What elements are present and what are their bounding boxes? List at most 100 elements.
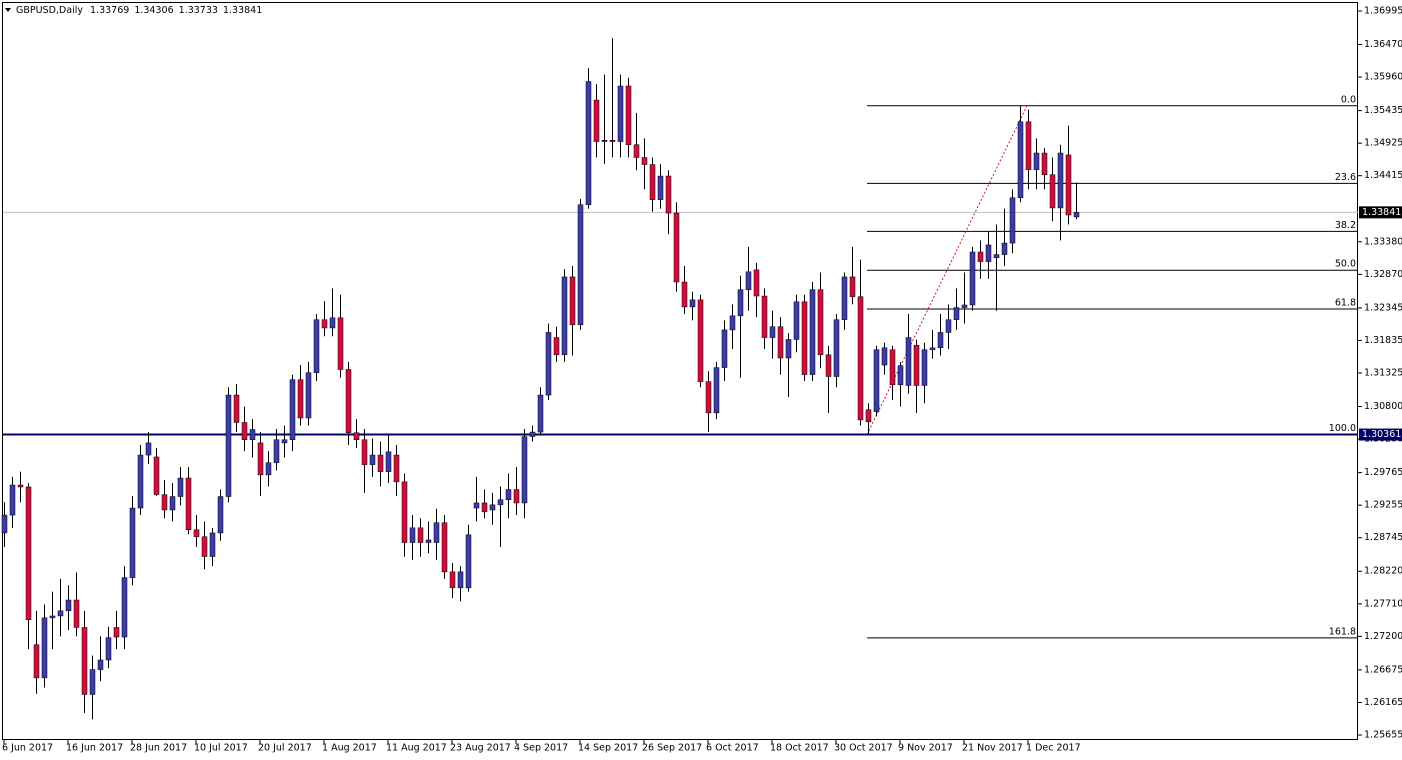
candle-body [497,499,504,506]
x-tick-label: 28 Jun 2017 [130,743,187,754]
candle-body [361,439,368,465]
x-tick-label: 10 Jul 2017 [194,743,248,754]
y-tick-label: 1.27710 [1364,598,1402,609]
candle-body [825,354,832,377]
candle-body [881,347,888,366]
candle-body [841,276,848,320]
y-tick-label: 1.34925 [1364,138,1402,149]
candle-body [201,536,208,557]
candle-body [633,144,640,158]
candle-body [369,454,376,465]
x-tick-label: 26 Sep 2017 [642,743,702,754]
candle-body [401,481,408,543]
candle-body [353,432,360,440]
candle-body [273,439,280,463]
candle-body [521,436,528,504]
candle-body [17,484,24,488]
price-box-label: 1.33841 [1362,207,1401,218]
y-tick-label: 1.35960 [1364,72,1402,83]
y-tick-label: 1.27200 [1364,631,1402,642]
x-tick-label: 16 Jun 2017 [66,743,123,754]
close: 1.33841 [223,5,262,16]
candle-body [545,332,552,396]
candle-body [561,276,568,356]
y-tick-label: 1.32345 [1364,302,1402,313]
candle-body [257,442,264,476]
candle-body [297,379,304,419]
candle-body [801,301,808,375]
candle-body [889,349,896,386]
candle-body [385,451,392,472]
candle-body [473,502,480,509]
x-tick-label: 1 Aug 2017 [322,743,377,754]
candle-body [705,381,712,414]
candle-body [121,577,128,638]
candle-body [905,337,912,386]
header: GBPUSD,Daily 1.33769 1.34306 1.33733 1.3… [16,5,262,16]
candle-body [817,289,824,356]
candle-body [865,409,872,423]
candle-body [657,175,664,200]
candle-body [313,319,320,373]
candle-body [449,571,456,589]
candle-body [745,271,752,290]
y-tick-label: 1.30800 [1364,401,1402,412]
candle-body [225,394,232,497]
candle-body [89,669,96,695]
candle-body [1041,152,1048,176]
candle-body [753,269,760,297]
plot-frame [2,2,1358,740]
candle-body [489,504,496,511]
candle-body [553,337,560,356]
candle-body [713,367,720,414]
candle-body [289,379,296,440]
candle-body [625,85,632,145]
candle-body [377,454,384,472]
candle-body [193,529,200,538]
candle-body [1009,197,1016,244]
candle-body [233,394,240,423]
x-tick-label: 23 Aug 2017 [450,743,511,754]
candle-body [81,627,88,695]
y-tick-label: 1.36995 [1364,5,1402,16]
candle-body [409,527,416,543]
candle-body [433,522,440,543]
candle-body [985,244,992,262]
candle-body [929,347,936,350]
y-tick-label: 1.31325 [1364,368,1402,379]
candle-body [441,522,448,573]
candle-body [129,507,136,578]
high: 1.34306 [134,5,173,16]
y-tick-label: 1.25655 [1364,730,1402,741]
y-tick-label: 1.26165 [1364,697,1402,708]
candle-body [345,369,352,433]
candle-body [513,489,520,504]
candle-body [1,514,8,534]
candle-body [977,251,984,262]
candle-body [1017,121,1024,198]
y-tick-label: 1.31835 [1364,335,1402,346]
candle-body [873,349,880,412]
y-tick-label: 1.36470 [1364,39,1402,50]
candle-body [609,140,616,142]
open: 1.33769 [90,5,129,16]
fib-label: 0.0 [1341,94,1356,105]
candle-body [617,85,624,142]
candle-body [1065,154,1072,216]
candle-body [769,326,776,338]
y-tick-label: 1.34415 [1364,170,1402,181]
candle-body [1049,174,1056,209]
candle-body [113,627,120,638]
candle-body [681,281,688,308]
candle-body [393,454,400,483]
candle-body [585,81,592,206]
candle-body [249,429,256,440]
candle-body [417,527,424,543]
candle-body [209,532,216,557]
symbol: GBPUSD,Daily [16,5,83,16]
x-tick-label: 14 Sep 2017 [578,743,638,754]
x-tick-label: 1 Dec 2017 [1026,743,1081,754]
candle-body [9,484,16,516]
x-tick-label: 20 Jul 2017 [258,743,312,754]
